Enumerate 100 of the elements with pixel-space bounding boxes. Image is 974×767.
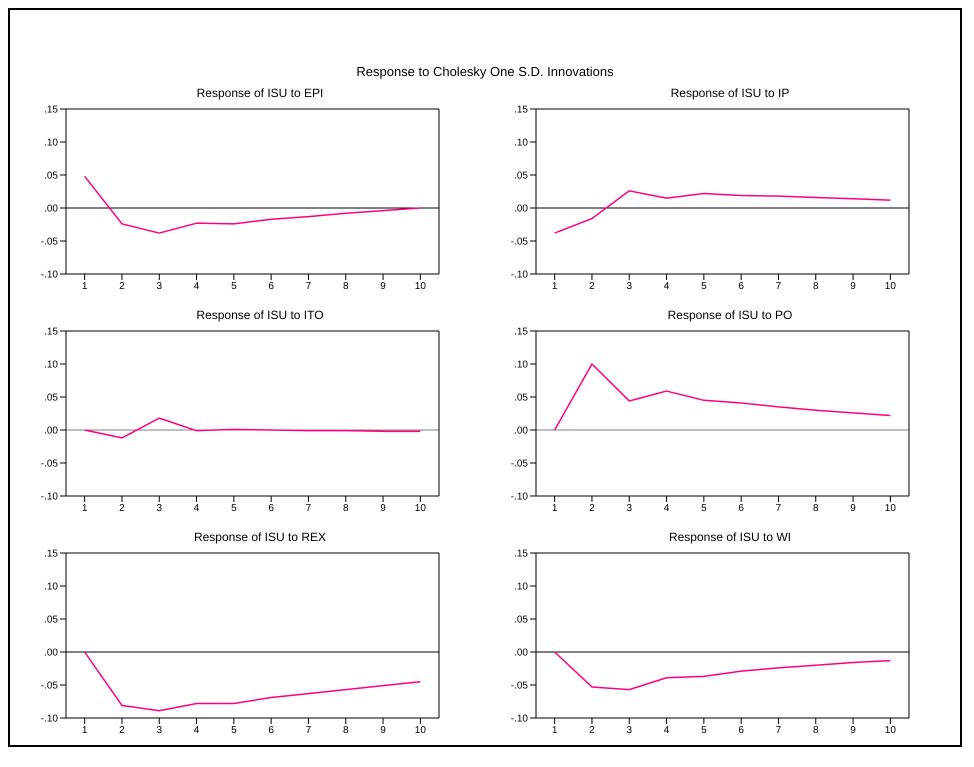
x-tick-label: 10: [414, 281, 426, 292]
x-tick-label: 9: [850, 725, 856, 736]
chart-title: Response of ISU to IP: [670, 86, 790, 102]
y-tick-label: -.10: [510, 270, 528, 281]
y-tick-label: .10: [514, 138, 528, 149]
y-tick-label: .00: [44, 426, 58, 437]
x-tick-label: 2: [119, 725, 126, 736]
x-tick-label: 1: [82, 503, 88, 514]
x-tick-label: 5: [701, 281, 708, 292]
x-tick-label: 5: [701, 503, 708, 514]
chart-title: Response of ISU to PO: [666, 308, 794, 324]
y-tick-label: -.05: [40, 680, 58, 692]
y-tick-label: .10: [514, 360, 528, 371]
y-tick-label: .00: [44, 204, 58, 215]
x-tick-label: 6: [268, 503, 274, 514]
x-tick-label: 6: [738, 281, 744, 292]
x-tick-label: 8: [812, 503, 819, 514]
y-tick-label: -.05: [510, 236, 528, 248]
x-tick-label: 1: [552, 503, 558, 514]
x-tick-label: 4: [664, 281, 670, 292]
x-tick-label: 3: [156, 725, 162, 736]
x-tick-label: 9: [380, 725, 386, 736]
y-tick-label: .15: [44, 548, 58, 560]
x-tick-label: 1: [552, 725, 558, 736]
y-tick-label: .15: [514, 548, 528, 560]
y-tick-label: .05: [514, 170, 528, 182]
y-tick-label: .00: [44, 648, 58, 659]
x-tick-label: 9: [380, 503, 386, 514]
x-tick-label: 8: [342, 503, 349, 514]
x-tick-label: 6: [738, 503, 744, 514]
y-tick-label: -.10: [510, 492, 528, 503]
x-tick-label: 3: [626, 503, 632, 514]
x-tick-label: 5: [231, 281, 238, 292]
y-tick-label: -.10: [40, 270, 58, 281]
y-tick-label: .10: [44, 360, 58, 371]
x-tick-label: 4: [664, 503, 670, 514]
x-tick-label: 6: [268, 281, 274, 292]
x-tick-label: 3: [626, 725, 632, 736]
x-tick-label: 7: [306, 725, 312, 736]
x-tick-label: 4: [194, 503, 200, 514]
y-tick-label: -.10: [40, 492, 58, 503]
x-tick-label: 8: [812, 725, 819, 736]
chart-title: Response of ISU to EPI: [196, 86, 324, 102]
y-tick-label: .00: [514, 426, 528, 437]
x-tick-label: 1: [82, 281, 88, 292]
x-tick-label: 8: [342, 725, 349, 736]
x-tick-label: 3: [156, 281, 162, 292]
y-tick-label: .05: [514, 392, 528, 404]
x-tick-label: 6: [738, 725, 744, 736]
x-tick-label: 6: [268, 725, 274, 736]
x-tick-label: 2: [119, 281, 126, 292]
y-tick-label: .15: [514, 104, 528, 116]
x-tick-label: 7: [306, 503, 312, 514]
y-tick-label: .15: [44, 326, 58, 338]
text: Response to Cholesky One S.D. Innovations: [355, 64, 615, 79]
x-tick-label: 5: [231, 503, 238, 514]
y-tick-label: .05: [514, 614, 528, 626]
x-tick-label: 9: [380, 281, 386, 292]
x-tick-label: 7: [776, 503, 782, 514]
y-tick-label: .00: [514, 204, 528, 215]
y-tick-label: -.10: [510, 714, 528, 725]
y-tick-label: -.05: [510, 680, 528, 692]
x-tick-label: 1: [82, 725, 88, 736]
x-tick-label: 10: [414, 725, 426, 736]
y-tick-label: -.10: [40, 714, 58, 725]
x-tick-label: 7: [776, 725, 782, 736]
x-tick-label: 4: [194, 281, 200, 292]
y-tick-label: .10: [514, 582, 528, 593]
x-tick-label: 5: [701, 725, 708, 736]
x-tick-label: 2: [589, 503, 596, 514]
x-tick-label: 7: [306, 281, 312, 292]
x-tick-label: 4: [664, 725, 670, 736]
y-tick-label: -.05: [40, 236, 58, 248]
chart-title: Response of ISU to ITO: [195, 308, 325, 324]
x-tick-label: 3: [156, 503, 162, 514]
x-tick-label: 5: [231, 725, 238, 736]
y-tick-label: .15: [44, 104, 58, 116]
x-tick-label: 9: [850, 281, 856, 292]
x-tick-label: 1: [552, 281, 558, 292]
chart-title: Response of ISU to REX: [192, 530, 328, 546]
y-tick-label: -.05: [40, 458, 58, 470]
y-tick-label: .15: [514, 326, 528, 338]
x-tick-label: 2: [589, 725, 596, 736]
x-tick-label: 9: [850, 503, 856, 514]
x-tick-label: 10: [414, 503, 426, 514]
y-tick-label: .10: [44, 582, 58, 593]
y-tick-label: .05: [44, 392, 58, 404]
y-tick-label: .00: [514, 648, 528, 659]
x-tick-label: 2: [589, 281, 596, 292]
y-tick-label: .05: [44, 614, 58, 626]
x-tick-label: 2: [119, 503, 126, 514]
x-tick-label: 4: [194, 725, 200, 736]
x-tick-label: 3: [626, 281, 632, 292]
y-tick-label: .10: [44, 138, 58, 149]
x-tick-label: 10: [884, 281, 896, 292]
x-tick-label: 10: [884, 725, 896, 736]
x-tick-label: 8: [342, 281, 349, 292]
chart-title: Response of ISU to WI: [668, 530, 792, 546]
x-tick-label: 7: [776, 281, 782, 292]
x-tick-label: 10: [884, 503, 896, 514]
